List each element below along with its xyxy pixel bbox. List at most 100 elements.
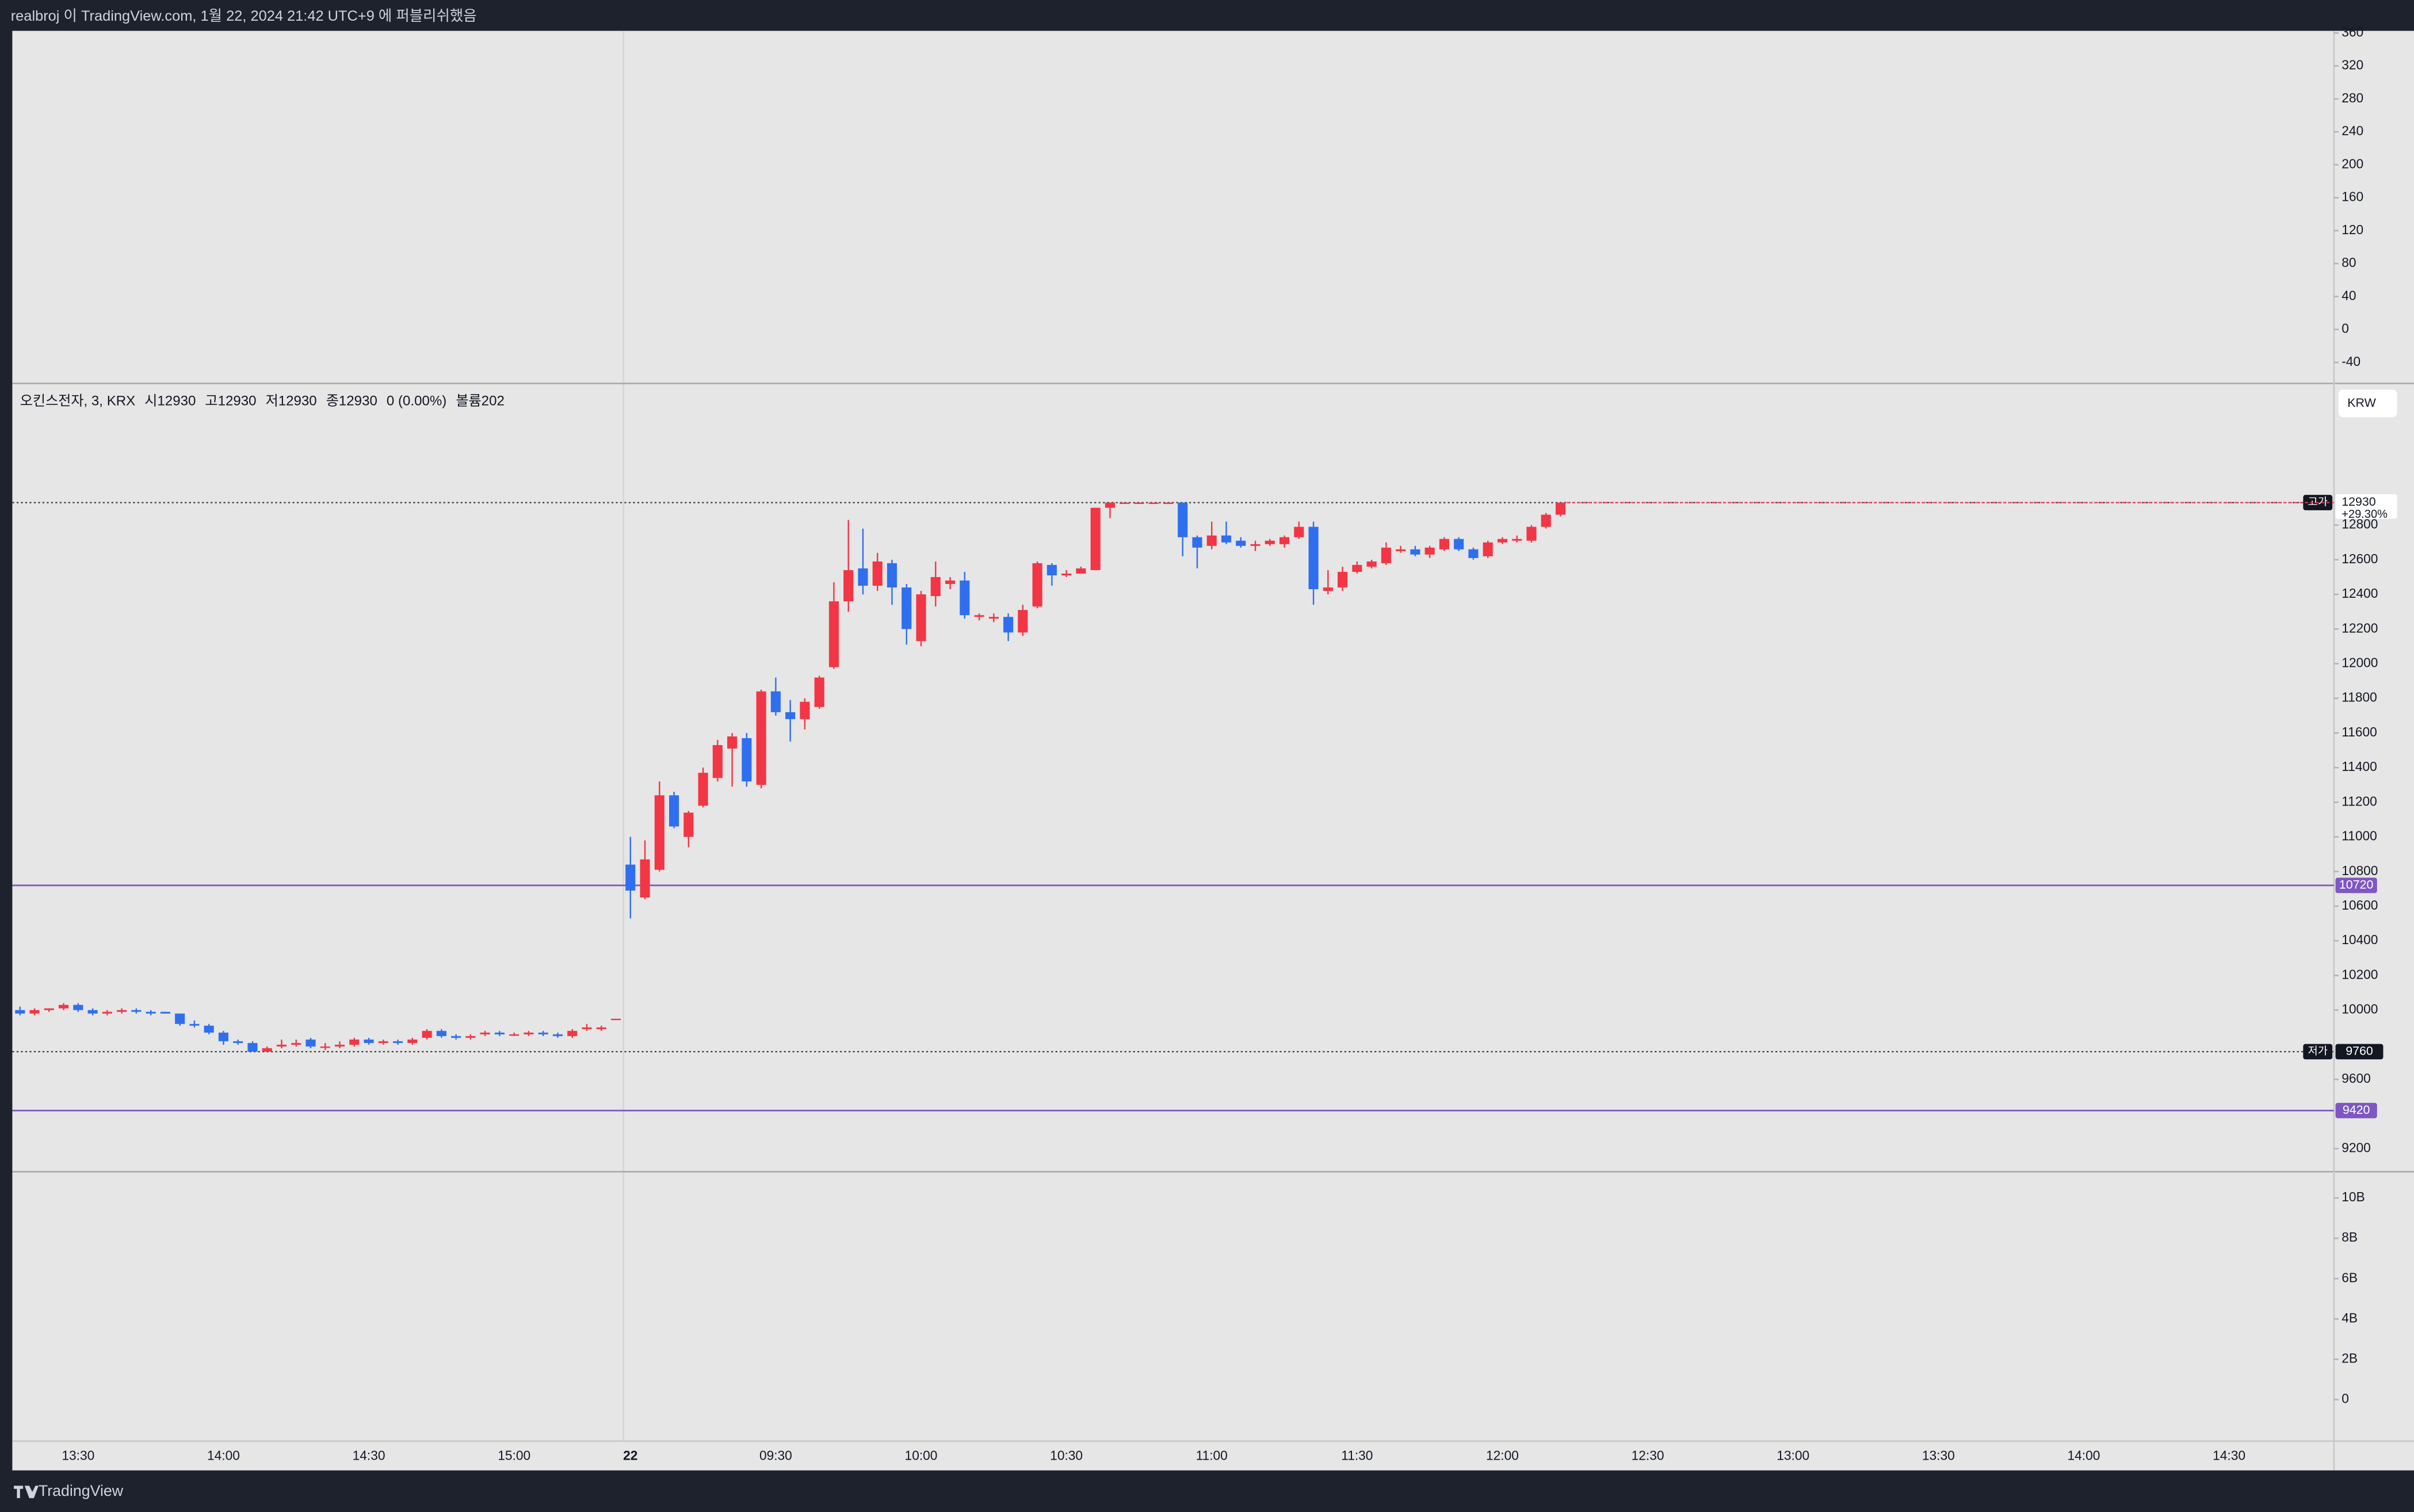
- candle-body: [1410, 549, 1420, 555]
- candle-body: [1250, 544, 1261, 546]
- price-line-label: 9420: [2343, 1103, 2370, 1117]
- candle-body: [640, 859, 650, 898]
- y-tick-label: 9600: [2342, 1071, 2371, 1086]
- candle-body: [1323, 587, 1333, 591]
- candle-body: [291, 1043, 301, 1045]
- last-price-value: 12930: [2342, 495, 2376, 509]
- legend: 오킨스전자, 3, KRX 시12930 고12930 저12930 종12930 0 (…: [20, 394, 505, 409]
- candle-body: [1352, 564, 1362, 572]
- candle-body: [1148, 502, 1159, 504]
- candle-body: [1192, 537, 1202, 548]
- y-tick-label: 4B: [2342, 1310, 2358, 1325]
- candle-body: [712, 745, 723, 778]
- y-tick-label: 80: [2342, 255, 2356, 270]
- x-tick-label: 13:30: [1922, 1448, 1955, 1463]
- x-tick-label: 14:30: [353, 1448, 385, 1463]
- candle-body: [1046, 564, 1057, 575]
- currency[interactable]: KRW: [2347, 396, 2376, 410]
- legend-item: 종12930: [326, 394, 377, 409]
- y-tick-label: 6B: [2342, 1270, 2358, 1285]
- candle-body: [276, 1044, 287, 1047]
- candle-body: [436, 1030, 446, 1036]
- candle-body: [117, 1010, 127, 1012]
- x-tick-label: 09:30: [759, 1448, 792, 1463]
- candle-body: [945, 581, 956, 585]
- legend-item: 볼륨202: [456, 394, 504, 409]
- legend-item: 저12930: [266, 394, 317, 409]
- candle-body: [1265, 540, 1275, 544]
- brand: TradingView: [39, 1482, 124, 1499]
- candle-body: [1236, 540, 1246, 546]
- x-tick-label: 11:00: [1196, 1448, 1228, 1463]
- y-tick-label: 2B: [2342, 1351, 2358, 1366]
- candle-body: [974, 615, 984, 617]
- candle-body: [160, 1011, 170, 1014]
- legend-item: 오킨스전자, 3, KRX: [20, 394, 135, 409]
- candle-body: [131, 1010, 142, 1012]
- candle-body: [1439, 539, 1449, 549]
- y-tick-label: 10200: [2342, 967, 2378, 982]
- currency-button[interactable]: [2338, 390, 2397, 418]
- candle-body: [698, 773, 708, 806]
- candle-body: [1076, 568, 1086, 574]
- y-tick-label: 10800: [2342, 863, 2378, 878]
- candle-body: [1003, 617, 1014, 633]
- candle-body: [988, 617, 999, 619]
- candle-body: [1308, 526, 1319, 590]
- y-tick-label: 11000: [2342, 828, 2377, 843]
- x-tick-label: 13:30: [62, 1448, 94, 1463]
- candle-body: [1018, 610, 1028, 633]
- y-tick-label: 40: [2342, 288, 2356, 303]
- candle-body: [727, 736, 738, 749]
- candle-body: [654, 795, 664, 870]
- extreme-label-box: [2303, 1044, 2333, 1060]
- candle-body: [1381, 547, 1391, 563]
- candle-body: [1061, 573, 1072, 575]
- y-tick-label: 12200: [2342, 620, 2378, 635]
- candle-body: [422, 1030, 432, 1038]
- y-tick-label: 160: [2342, 189, 2363, 204]
- candle-body: [756, 691, 766, 785]
- candle-body: [189, 1024, 200, 1026]
- candle-body: [858, 568, 868, 586]
- x-tick-label: 14:00: [2067, 1448, 2100, 1463]
- candle-body: [29, 1010, 40, 1014]
- candle-body: [887, 563, 897, 588]
- y-tick-label: 120: [2342, 222, 2363, 237]
- legend-item: 시12930: [144, 394, 196, 409]
- candle-body: [204, 1025, 214, 1033]
- candle-body: [902, 587, 912, 629]
- candle-body: [960, 581, 970, 616]
- y-tick-label: 200: [2342, 156, 2363, 171]
- candle-body: [1338, 571, 1348, 588]
- candle-body: [916, 594, 926, 642]
- candle-body: [509, 1034, 520, 1036]
- x-tick-label: 14:00: [207, 1448, 240, 1463]
- y-tick-label: 8B: [2342, 1230, 2358, 1244]
- x-tick-label: 12:00: [1486, 1448, 1519, 1463]
- y-tick-label: 10000: [2342, 1002, 2378, 1017]
- candle-body: [87, 1010, 98, 1014]
- candle-body: [669, 795, 679, 827]
- candle-body: [552, 1034, 563, 1036]
- extreme-tag: 저가: [2308, 1045, 2328, 1057]
- candle-body: [378, 1041, 388, 1043]
- candle-body: [44, 1008, 54, 1010]
- x-tick-label: 13:00: [1777, 1448, 1809, 1463]
- y-tick-label: 320: [2342, 58, 2363, 72]
- candle-body: [610, 1018, 621, 1021]
- candle-body: [364, 1039, 374, 1043]
- candle-body: [1163, 502, 1174, 504]
- x-tick-label: 15:00: [498, 1448, 530, 1463]
- candle-body: [742, 738, 752, 782]
- candle-body: [451, 1036, 461, 1038]
- extreme-value-box: [2335, 1044, 2384, 1060]
- candle-body: [15, 1010, 25, 1014]
- candle-body: [73, 1005, 83, 1010]
- candle-body: [1555, 502, 1566, 515]
- price-line-label-box: [2335, 877, 2377, 894]
- candle-body: [175, 1013, 185, 1024]
- candle-body: [407, 1039, 418, 1043]
